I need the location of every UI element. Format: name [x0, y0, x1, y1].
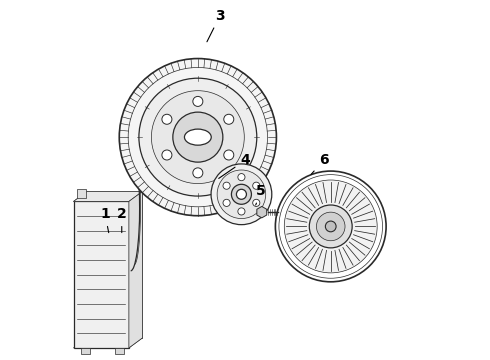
- Text: 1: 1: [100, 207, 110, 233]
- Circle shape: [211, 164, 272, 225]
- Circle shape: [238, 174, 245, 181]
- Circle shape: [231, 184, 251, 204]
- Polygon shape: [115, 348, 123, 354]
- Circle shape: [217, 170, 266, 219]
- Ellipse shape: [184, 129, 211, 145]
- Circle shape: [224, 114, 234, 124]
- Circle shape: [253, 182, 260, 189]
- Text: 5: 5: [256, 184, 266, 205]
- Circle shape: [223, 182, 230, 189]
- Polygon shape: [74, 202, 129, 348]
- Circle shape: [193, 96, 203, 107]
- Text: 3: 3: [207, 9, 225, 42]
- Circle shape: [151, 91, 245, 184]
- Circle shape: [173, 112, 223, 162]
- Circle shape: [325, 221, 336, 232]
- Text: 2: 2: [117, 207, 126, 233]
- Circle shape: [237, 189, 246, 199]
- Circle shape: [139, 78, 257, 196]
- Circle shape: [162, 150, 172, 160]
- Polygon shape: [129, 192, 143, 348]
- Circle shape: [223, 199, 230, 206]
- Circle shape: [284, 180, 377, 273]
- Circle shape: [119, 59, 276, 216]
- Circle shape: [238, 208, 245, 215]
- Circle shape: [162, 114, 172, 124]
- Circle shape: [309, 205, 352, 248]
- Circle shape: [224, 150, 234, 160]
- Circle shape: [253, 199, 260, 206]
- Polygon shape: [87, 192, 143, 338]
- Polygon shape: [77, 189, 86, 198]
- Text: 6: 6: [311, 153, 328, 174]
- Polygon shape: [257, 206, 267, 218]
- Text: 4: 4: [219, 153, 250, 179]
- Circle shape: [317, 212, 345, 241]
- Circle shape: [193, 168, 203, 178]
- Polygon shape: [81, 348, 90, 354]
- Polygon shape: [74, 192, 143, 202]
